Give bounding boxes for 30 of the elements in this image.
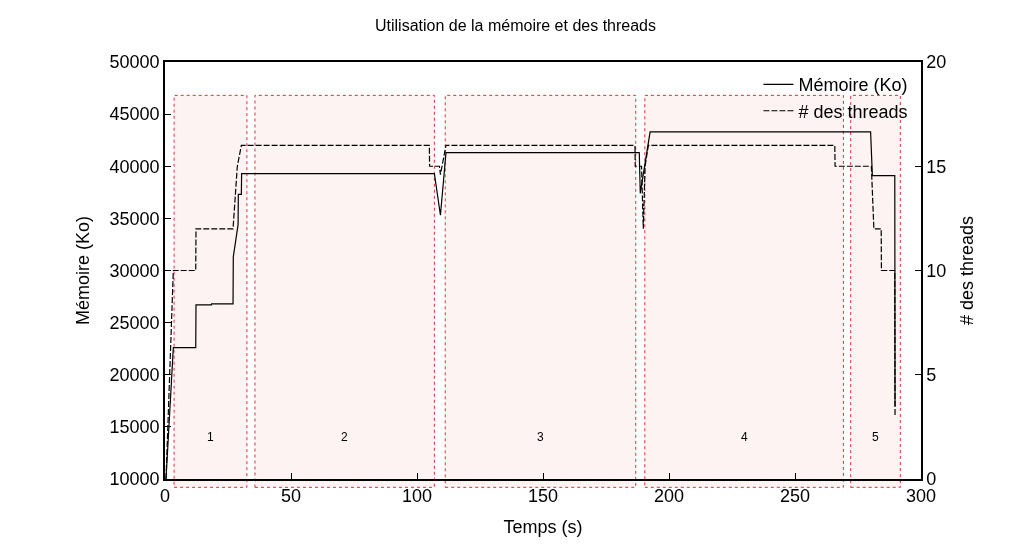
y2-tick-label: 15 [926,156,947,177]
x-tick-label: 150 [527,486,559,507]
band-label: 1 [207,430,214,444]
y-tick-label: 35000 [109,208,160,229]
y2-tick-label: 20 [926,52,947,73]
y-tick-label: 45000 [109,104,160,125]
x-tick-label: 50 [280,486,302,507]
y-tick-label: 40000 [109,156,160,177]
y-tick-label: 30000 [109,260,160,281]
y-axis-title: Mémoire (Ko) [73,215,94,326]
y-tick-label: 10000 [109,469,160,490]
y2-tick-label: 10 [926,260,947,281]
y-tick-label: 20000 [109,365,160,386]
legend-label: # des threads [798,101,908,122]
legend-label: Mémoire (Ko) [798,75,908,96]
chart-title: Utilisation de la mémoire et des threads [374,16,657,34]
x-tick-label: 100 [401,486,433,507]
band-label: 3 [537,430,544,444]
y-tick-label: 25000 [109,312,160,333]
band-label: 5 [872,430,879,444]
y2-tick-label: 5 [926,365,937,386]
y-tick-label: 15000 [109,417,160,438]
x-tick-label: 0 [159,486,171,507]
band-label: 2 [341,430,348,444]
y2-axis-title: # des threads [956,215,977,326]
x-axis-title: Temps (s) [503,516,583,537]
y-tick-label: 50000 [109,52,160,73]
band-label: 4 [741,430,748,444]
x-tick-label: 250 [779,486,811,507]
x-tick-label: 200 [653,486,685,507]
